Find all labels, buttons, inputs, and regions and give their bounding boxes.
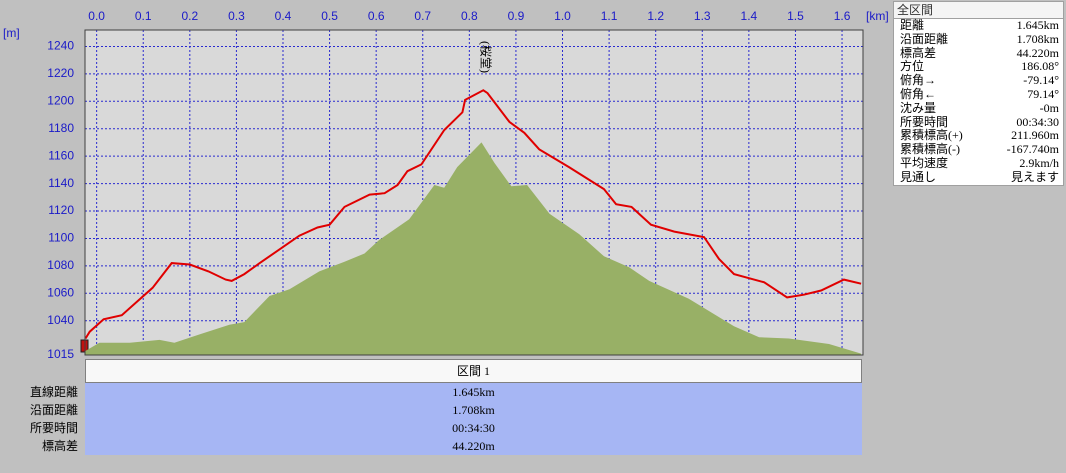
summary-row: 所要時間 00:34:30	[894, 114, 1063, 130]
summary-row: 俯角← 79.14°	[894, 86, 1063, 102]
profile-chart: [m] [km] 0.0 0.1 0.2 0.3 0.4 0.5 0.6 0.7 0.8 0.9 1…	[3, 9, 889, 358]
x-tick-label: 0.5	[321, 9, 338, 23]
summary-label: 方位	[900, 59, 925, 74]
summary-row: 平均速度 2.9km/h	[894, 155, 1063, 171]
y-tick-label: 1040	[47, 313, 74, 327]
summary-value: 44.220m	[1016, 45, 1059, 60]
summary-value: 00:34:30	[1016, 114, 1059, 129]
summary-value: 1.708km	[1016, 31, 1059, 46]
y-tick-label: 1180	[48, 121, 74, 135]
x-tick-label: 0.0	[88, 9, 105, 23]
section-label: 所要時間	[29, 421, 78, 435]
summary-value: 見えます	[1010, 169, 1059, 184]
summary-row: 見通し 見えます	[894, 169, 1063, 185]
section-row: 沿面距離 1.708km	[0, 401, 862, 419]
summary-value: 2.9km/h	[1019, 155, 1059, 170]
y-tick-label: 1080	[47, 258, 74, 272]
y-tick-label: 1240	[47, 39, 74, 53]
profile-line	[84, 89, 862, 340]
summary-value: 1.645km	[1016, 18, 1059, 32]
section-label: 沿面距離	[29, 403, 78, 417]
x-tick-label: 1.5	[787, 9, 804, 23]
section-value: 1.708km	[85, 401, 862, 419]
section-label: 標高差	[41, 439, 78, 453]
summary-value: 211.960m	[1011, 128, 1059, 143]
x-tick-label: 1.6	[834, 9, 851, 23]
x-tick-label: 0.6	[368, 9, 385, 23]
summary-row: 方位 186.08°	[894, 60, 1063, 74]
summary-value: 79.14°	[1027, 86, 1059, 101]
summary-label: 見通し	[900, 169, 937, 184]
x-axis-label: [km]	[866, 9, 889, 23]
summary-label: 俯角←	[900, 86, 937, 101]
annotation: (桜堂)	[478, 41, 492, 73]
x-tick-label: 0.9	[508, 9, 525, 23]
summary-row: 沈み量 -0m	[894, 100, 1063, 116]
summary-row: 累積標高(-) -167.740m	[894, 142, 1063, 157]
summary-row: 標高差 44.220m	[894, 45, 1063, 61]
x-tick-label: 1.2	[647, 9, 664, 23]
section-value: 00:34:30	[85, 419, 862, 437]
summary-label: 沿面距離	[900, 31, 949, 46]
summary-panel: 全区間 距離 1.645km 沿面距離 1.708km 標高差 44.220m 方位 186.…	[893, 1, 1064, 186]
y-tick-label: 1200	[47, 93, 74, 107]
x-tick-label: 0.3	[228, 9, 245, 23]
x-tick-label: 0.7	[414, 9, 431, 23]
y-tick-label: 1100	[48, 231, 74, 245]
x-tick-label: 1.3	[694, 9, 711, 23]
y-tick-label: 1120	[48, 203, 74, 217]
summary-label: 標高差	[900, 45, 937, 60]
summary-row: 距離 1.645km	[894, 18, 1063, 33]
y-tick-label: 1220	[47, 66, 74, 80]
section-header: 区間 1	[85, 359, 862, 383]
summary-value: 186.08°	[1021, 59, 1059, 74]
summary-label: 累積標高(-)	[900, 142, 960, 157]
terrain-area	[85, 142, 862, 355]
summary-label: 累積標高(+)	[900, 128, 963, 143]
x-tick-label: 0.1	[135, 9, 152, 23]
x-tick-label: 1.4	[741, 9, 758, 23]
x-tick-label: 0.2	[181, 9, 198, 23]
y-tick-label: 1140	[48, 176, 74, 190]
x-tick-label: 1.1	[601, 9, 618, 23]
section-row: 所要時間 00:34:30	[0, 419, 862, 437]
section-row: 標高差 44.220m	[0, 437, 862, 455]
section-table: 区間 1 直線距離 1.645km 沿面距離 1.708km 所要時間 00:34:30 標…	[0, 359, 862, 455]
summary-row: 累積標高(+) 211.960m	[894, 129, 1063, 143]
summary-row: 俯角→ -79.14°	[894, 73, 1063, 88]
summary-label: 沈み量	[900, 100, 937, 115]
summary-value: -0m	[1039, 100, 1059, 115]
section-value: 44.220m	[85, 437, 862, 455]
summary-value: -79.14°	[1023, 73, 1059, 88]
summary-title: 全区間	[894, 2, 1063, 19]
summary-label: 俯角→	[900, 73, 937, 88]
summary-label: 距離	[900, 18, 925, 32]
section-value: 1.645km	[85, 383, 862, 401]
section-label: 直線距離	[29, 385, 78, 399]
y-tick-label: 1060	[47, 285, 74, 299]
summary-label: 所要時間	[900, 114, 949, 129]
summary-row: 沿面距離 1.708km	[894, 31, 1063, 47]
y-tick-label: 1015	[47, 347, 74, 358]
y-tick-label: 1160	[48, 148, 74, 162]
section-row: 直線距離 1.645km	[0, 383, 862, 401]
summary-value: -167.740m	[1006, 142, 1059, 157]
plot-border	[84, 29, 864, 356]
x-tick-label: 0.8	[461, 9, 478, 23]
summary-label: 平均速度	[900, 155, 949, 170]
y-axis-label: [m]	[3, 26, 20, 40]
x-tick-label: 1.0	[554, 9, 571, 23]
x-tick-label: 0.4	[275, 9, 292, 23]
